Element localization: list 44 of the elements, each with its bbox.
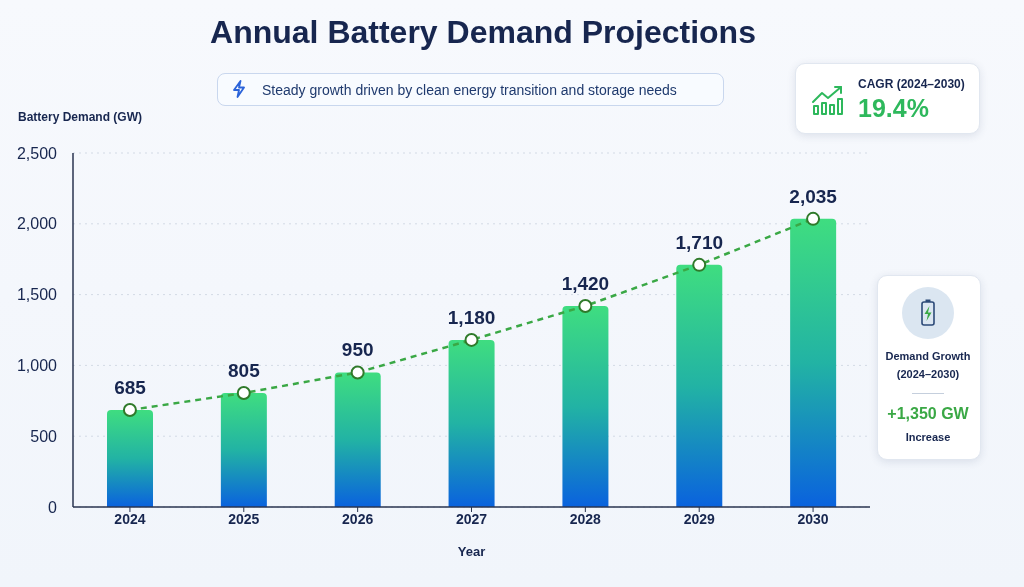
text: +1,350 GW xyxy=(886,405,970,423)
data-label: 1,420 xyxy=(561,272,610,294)
x-tick-label: 2024 xyxy=(114,510,146,527)
x-axis-title: Year xyxy=(457,544,486,559)
y-tick-label: 1,000 xyxy=(16,357,58,375)
point xyxy=(692,257,707,272)
text: CAGR (2024–2030) xyxy=(858,77,965,91)
x-tick-label: 2028 xyxy=(569,510,602,527)
data-label: 1,710 xyxy=(675,231,724,253)
x-tick-label: 2025 xyxy=(228,510,260,527)
bar xyxy=(334,372,381,507)
data-label: 2,035 xyxy=(789,185,838,207)
data-label: 1,180 xyxy=(447,306,496,328)
y-axis-title: Battery Demand (GW) xyxy=(18,110,143,124)
y-tick-label: 1,500 xyxy=(16,286,58,304)
x-tick-label: 2026 xyxy=(342,510,374,527)
point xyxy=(464,332,479,347)
point xyxy=(236,386,251,401)
bar xyxy=(676,264,723,507)
text: Demand Growth (2024–2030) xyxy=(884,349,972,382)
y-tick-label: 2,500 xyxy=(16,144,58,162)
y-tick-label: 500 xyxy=(30,427,58,445)
bar xyxy=(448,339,495,507)
bar xyxy=(562,305,609,507)
bar xyxy=(107,410,153,507)
point xyxy=(122,403,137,417)
y-tick-label: 0 xyxy=(48,498,58,516)
data-label: 950 xyxy=(341,339,374,361)
bar xyxy=(790,218,837,507)
y-tick-label: 2,000 xyxy=(16,215,58,233)
point xyxy=(350,365,365,380)
data-label: 805 xyxy=(228,360,261,382)
x-tick-label: 2030 xyxy=(797,510,829,527)
text: Increase xyxy=(904,431,952,443)
point xyxy=(578,298,593,313)
data-label: 685 xyxy=(114,377,147,398)
x-tick-label: 2027 xyxy=(455,510,488,527)
chart-title: Annual Battery Demand Projections xyxy=(209,14,757,51)
subtitle-pill: Steady growth driven by clean energy transition and storage needs xyxy=(217,73,724,106)
chart-subtitle: Steady growth driven by clean energy transition and storage needs xyxy=(262,82,677,98)
bar xyxy=(220,393,267,507)
x-tick-label: 2029 xyxy=(683,510,715,527)
point xyxy=(806,211,821,226)
text: 19.4% xyxy=(858,94,929,123)
